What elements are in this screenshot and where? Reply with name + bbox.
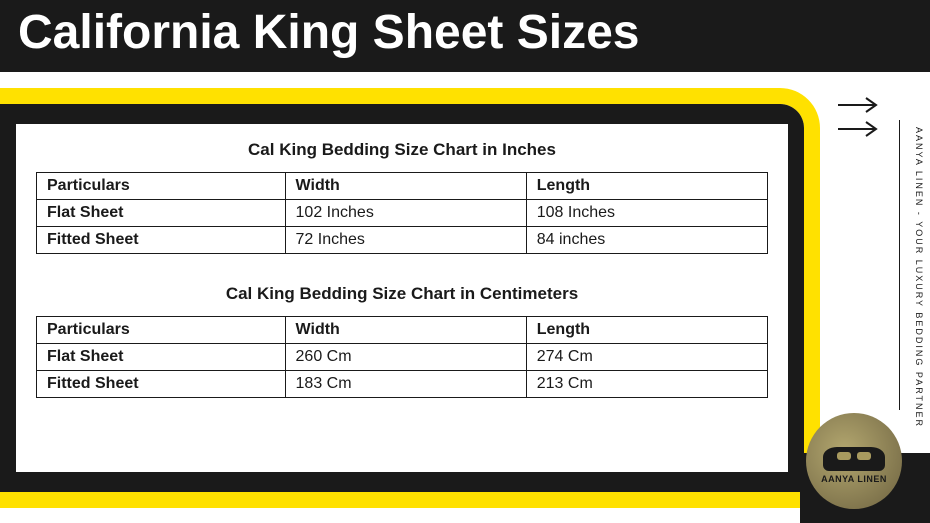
table-row: Fitted Sheet 183 Cm 213 Cm bbox=[37, 371, 768, 398]
cell-width: 72 Inches bbox=[285, 227, 526, 254]
col-header: Particulars bbox=[37, 173, 286, 200]
inches-chart-title: Cal King Bedding Size Chart in Inches bbox=[36, 140, 768, 160]
row-label: Flat Sheet bbox=[37, 200, 286, 227]
inches-table: Particulars Width Length Flat Sheet 102 … bbox=[36, 172, 768, 254]
table-row: Flat Sheet 102 Inches 108 Inches bbox=[37, 200, 768, 227]
row-label: Fitted Sheet bbox=[37, 371, 286, 398]
col-header: Width bbox=[285, 317, 526, 344]
row-label: Flat Sheet bbox=[37, 344, 286, 371]
arrow-right-icon bbox=[836, 119, 880, 139]
table-row: Fitted Sheet 72 Inches 84 inches bbox=[37, 227, 768, 254]
page-title: California King Sheet Sizes bbox=[18, 6, 639, 59]
brand-tagline-vertical: AANYA LINEN - YOUR LUXURY BEDDING PARTNE… bbox=[908, 127, 924, 428]
page-header: California King Sheet Sizes bbox=[0, 0, 930, 72]
content-card: Cal King Bedding Size Chart in Inches Pa… bbox=[16, 124, 788, 472]
col-header: Particulars bbox=[37, 317, 286, 344]
col-header: Length bbox=[526, 317, 767, 344]
cell-width: 260 Cm bbox=[285, 344, 526, 371]
cell-length: 213 Cm bbox=[526, 371, 767, 398]
table-row: Particulars Width Length bbox=[37, 173, 768, 200]
table-row: Flat Sheet 260 Cm 274 Cm bbox=[37, 344, 768, 371]
col-header: Width bbox=[285, 173, 526, 200]
bed-icon bbox=[823, 447, 885, 471]
content-panel: Cal King Bedding Size Chart in Inches Pa… bbox=[0, 104, 804, 492]
cell-width: 102 Inches bbox=[285, 200, 526, 227]
arrow-right-icon bbox=[836, 95, 880, 115]
cell-length: 108 Inches bbox=[526, 200, 767, 227]
brand-logo: AANYA LINEN bbox=[806, 413, 902, 509]
cell-length: 274 Cm bbox=[526, 344, 767, 371]
cell-width: 183 Cm bbox=[285, 371, 526, 398]
divider-line bbox=[899, 120, 900, 410]
arrow-block bbox=[836, 95, 880, 139]
row-label: Fitted Sheet bbox=[37, 227, 286, 254]
cm-chart-title: Cal King Bedding Size Chart in Centimete… bbox=[36, 284, 768, 304]
brand-logo-text: AANYA LINEN bbox=[821, 474, 887, 484]
cell-length: 84 inches bbox=[526, 227, 767, 254]
cm-table: Particulars Width Length Flat Sheet 260 … bbox=[36, 316, 768, 398]
col-header: Length bbox=[526, 173, 767, 200]
table-row: Particulars Width Length bbox=[37, 317, 768, 344]
